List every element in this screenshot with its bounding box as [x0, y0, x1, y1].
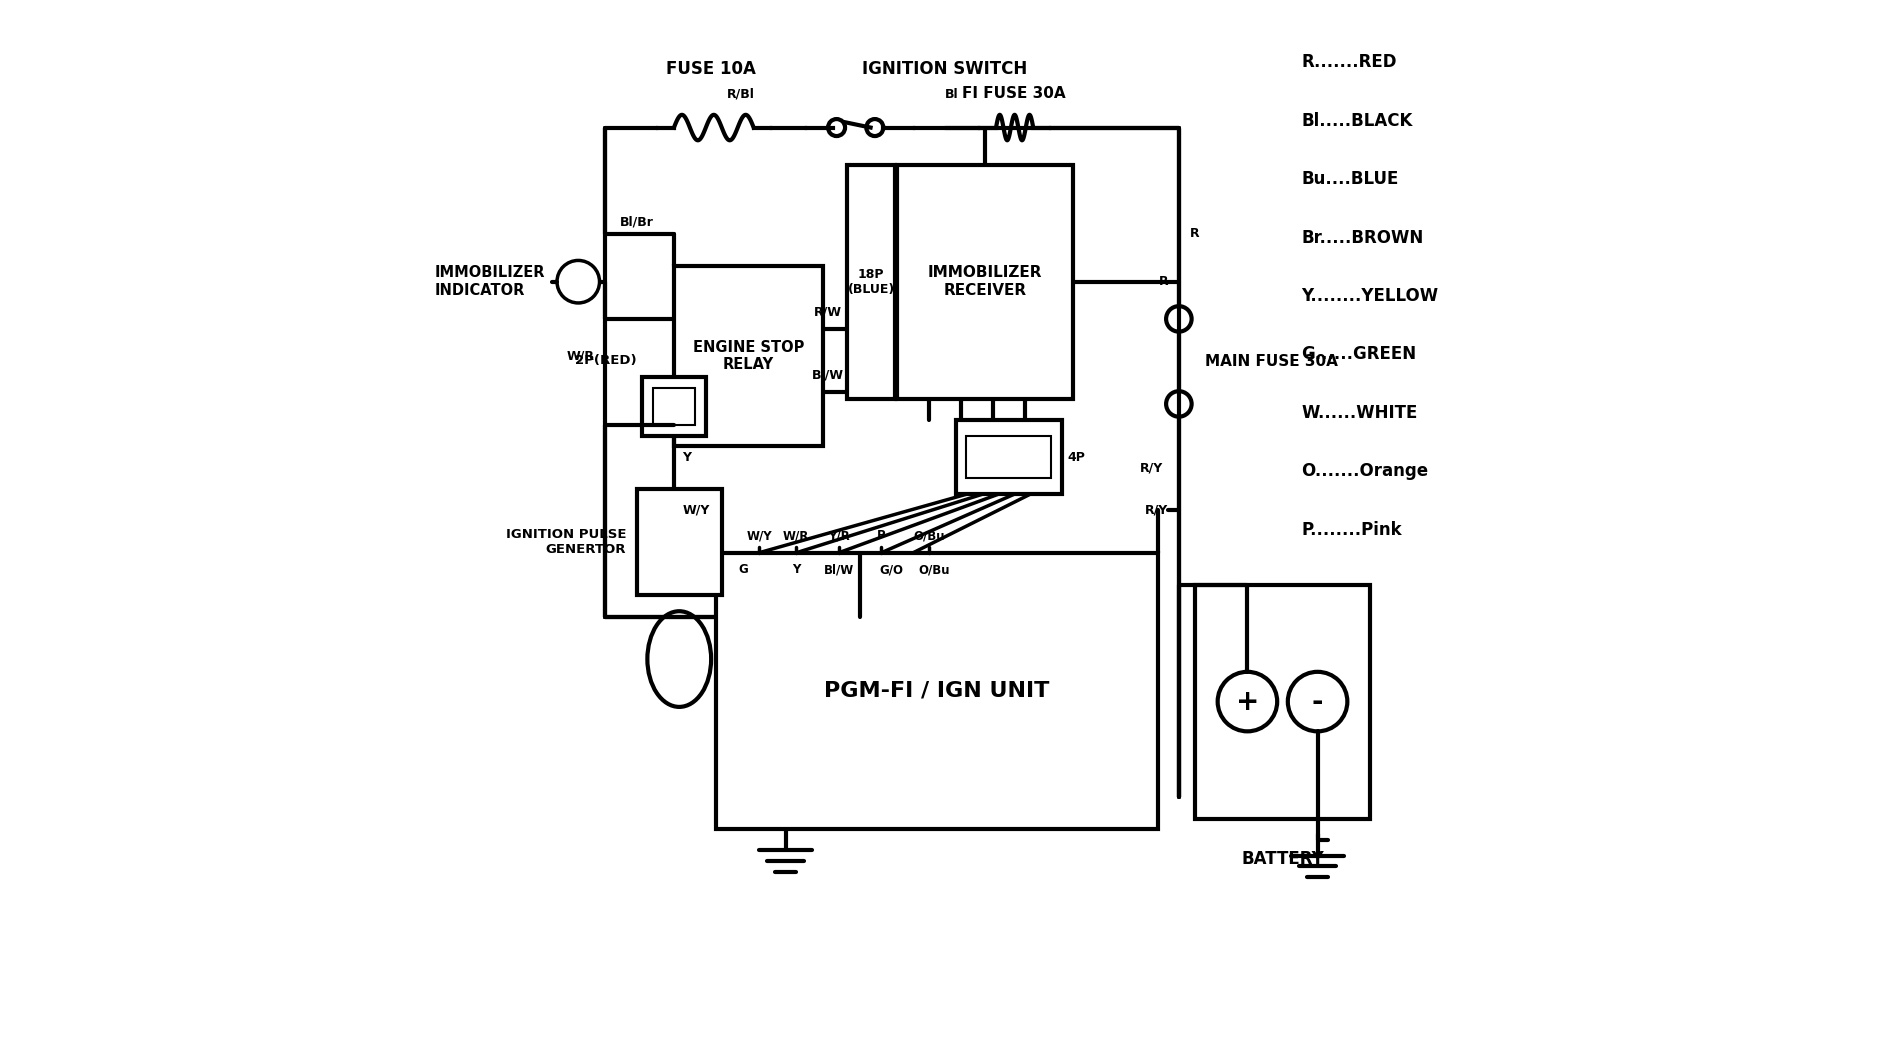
Text: Bl/W: Bl/W	[812, 369, 844, 382]
Text: ENGINE STOP
RELAY: ENGINE STOP RELAY	[691, 340, 803, 372]
Text: R: R	[1158, 275, 1167, 288]
Text: W/Y: W/Y	[746, 529, 771, 542]
Bar	[956, 420, 1062, 494]
Text: MAIN FUSE 30A: MAIN FUSE 30A	[1205, 354, 1337, 369]
Text: W/Y: W/Y	[682, 504, 710, 517]
Text: Bu....BLUE: Bu....BLUE	[1300, 170, 1398, 188]
Text: W/R: W/R	[782, 529, 808, 542]
Text: Bl: Bl	[944, 88, 958, 101]
Text: BATTERY: BATTERY	[1241, 850, 1322, 868]
Text: W/R: W/R	[567, 350, 593, 362]
Text: Y: Y	[791, 563, 799, 576]
Text: R/W: R/W	[814, 305, 842, 319]
Text: O/Bu: O/Bu	[912, 529, 944, 542]
Text: Y........YELLOW: Y........YELLOW	[1300, 287, 1438, 305]
Bar	[716, 553, 1156, 829]
Text: W......WHITE: W......WHITE	[1300, 404, 1417, 422]
Text: Bl/Br: Bl/Br	[620, 216, 654, 229]
Text: Y: Y	[682, 451, 691, 463]
Text: O/Bu: O/Bu	[918, 563, 950, 576]
Text: G: G	[739, 563, 748, 576]
Text: G......GREEN: G......GREEN	[1300, 345, 1415, 364]
Text: Bl/W: Bl/W	[824, 563, 854, 576]
Bar	[897, 165, 1071, 399]
Bar	[637, 489, 722, 595]
Text: R: R	[1188, 227, 1198, 240]
Text: IGNITION SWITCH: IGNITION SWITCH	[861, 61, 1028, 78]
Bar	[965, 436, 1050, 478]
Text: 4P: 4P	[1067, 451, 1084, 463]
Text: IMMOBILIZER
INDICATOR: IMMOBILIZER INDICATOR	[434, 266, 544, 298]
Bar	[1194, 585, 1370, 819]
Text: +: +	[1235, 688, 1258, 715]
Bar	[846, 165, 895, 399]
Text: R/Y: R/Y	[1139, 461, 1162, 474]
Text: Bl.....BLACK: Bl.....BLACK	[1300, 112, 1411, 130]
Text: Y/R: Y/R	[827, 529, 850, 542]
Text: 2P(RED): 2P(RED)	[574, 354, 637, 367]
Text: PGM-FI / IGN UNIT: PGM-FI / IGN UNIT	[824, 681, 1048, 701]
Bar	[652, 388, 695, 425]
Text: P: P	[876, 529, 886, 542]
Text: R/Bl: R/Bl	[727, 88, 754, 101]
Ellipse shape	[648, 611, 710, 707]
Text: R/Y: R/Y	[1145, 504, 1167, 517]
Text: IGNITION PULSE
GENERTOR: IGNITION PULSE GENERTOR	[506, 528, 625, 556]
Text: 18P
(BLUE): 18P (BLUE)	[846, 268, 893, 296]
Text: O.......Orange: O.......Orange	[1300, 462, 1428, 480]
Text: FI FUSE 30A: FI FUSE 30A	[962, 86, 1065, 101]
Text: Br.....BROWN: Br.....BROWN	[1300, 229, 1422, 247]
Bar	[642, 377, 705, 436]
Text: FUSE 10A: FUSE 10A	[665, 61, 756, 78]
Text: -: -	[1311, 688, 1322, 715]
Text: P........Pink: P........Pink	[1300, 521, 1402, 539]
Bar	[674, 266, 822, 446]
Text: G/O: G/O	[880, 563, 903, 576]
Text: IMMOBILIZER
RECEIVER: IMMOBILIZER RECEIVER	[927, 266, 1041, 298]
Text: R.......RED: R.......RED	[1300, 53, 1396, 71]
